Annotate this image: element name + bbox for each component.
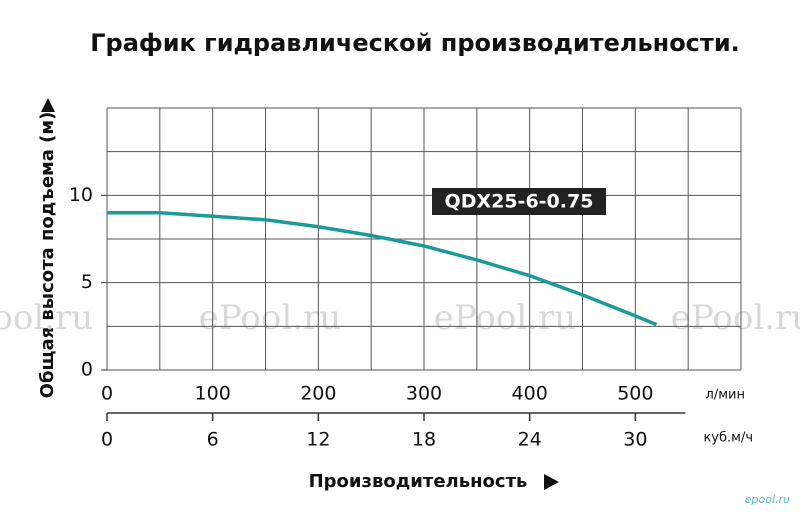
- x-tick-label: 300: [406, 383, 442, 405]
- x2-tick-label: 12: [306, 429, 330, 451]
- chart-title: График гидравлической производительности…: [90, 29, 740, 57]
- y-tick-label: 5: [81, 271, 93, 293]
- y-tick-label: 10: [69, 184, 93, 206]
- y-arrow: [41, 98, 55, 112]
- x2-tick-label: 30: [623, 429, 647, 451]
- watermark: ePool.ru: [671, 298, 800, 338]
- x-tick-label: 500: [617, 383, 653, 405]
- x2-unit: куб.м/ч: [703, 431, 753, 446]
- x2-tick-label: 18: [412, 429, 436, 451]
- y-tick-label: 0: [81, 359, 93, 381]
- x-tick-label: 200: [300, 383, 336, 405]
- logo: epool.ru: [745, 493, 790, 506]
- series-label: QDX25-6-0.75: [445, 191, 594, 213]
- x2-tick-label: 24: [518, 429, 542, 451]
- watermark: ePool.ru: [434, 298, 576, 338]
- series-label-box: [432, 188, 606, 215]
- y-axis-label: Общая высота подъема (м): [37, 112, 58, 399]
- line: [107, 211, 658, 327]
- x2-tick-label: 0: [101, 429, 113, 451]
- x-tick-label: 100: [195, 383, 231, 405]
- x-unit: л/мин: [706, 388, 745, 403]
- watermark: ePool.ru: [199, 298, 341, 338]
- x-axis-label: Производительность: [309, 471, 528, 492]
- x-tick-label: 0: [101, 383, 113, 405]
- x2-tick-label: 6: [207, 429, 219, 451]
- watermark: ePool.ru: [0, 298, 93, 338]
- x-tick-label: 400: [512, 383, 548, 405]
- x-arrow: [544, 474, 559, 490]
